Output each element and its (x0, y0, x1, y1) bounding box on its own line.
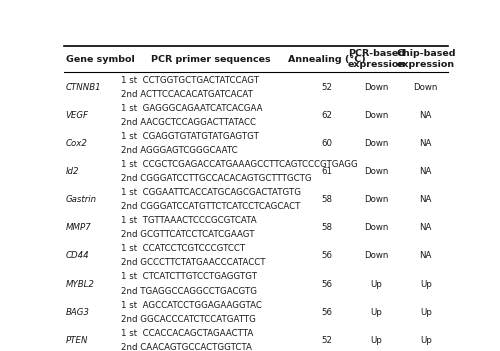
Text: 2nd CGGGATCCTTGCCACACAGTGCTTTGCTG: 2nd CGGGATCCTTGCCACACAGTGCTTTGCTG (120, 174, 311, 183)
Text: 1 st  GAGGGCAGAATCATCACGAA: 1 st GAGGGCAGAATCATCACGAA (120, 104, 262, 113)
Text: 56: 56 (322, 251, 332, 260)
Text: NA: NA (420, 195, 432, 204)
Text: 58: 58 (322, 195, 332, 204)
Text: 2nd AGGGAGTCGGGCAATC: 2nd AGGGAGTCGGGCAATC (120, 146, 238, 155)
Text: Down: Down (364, 251, 388, 260)
Text: 1 st  TGTTAAACTCCCGCGTCATA: 1 st TGTTAAACTCCCGCGTCATA (120, 216, 256, 225)
Text: 2nd AACGCTCCAGGACTTATACC: 2nd AACGCTCCAGGACTTATACC (120, 118, 256, 127)
Text: 52: 52 (322, 336, 332, 345)
Text: VEGF: VEGF (66, 111, 88, 120)
Text: Down: Down (414, 83, 438, 92)
Text: 62: 62 (322, 111, 332, 120)
Text: 1 st  CGAGGTGTATGTATGAGTGT: 1 st CGAGGTGTATGTATGAGTGT (120, 132, 258, 141)
Text: Gene symbol: Gene symbol (66, 54, 135, 64)
Text: Up: Up (420, 336, 432, 345)
Text: CTNNB1: CTNNB1 (66, 83, 101, 92)
Text: Annealing (°C): Annealing (°C) (288, 54, 366, 64)
Text: Up: Up (370, 307, 382, 317)
Text: 2nd GCCCTTCTATGAACCCATACCT: 2nd GCCCTTCTATGAACCCATACCT (120, 258, 265, 267)
Text: 60: 60 (322, 139, 332, 148)
Text: 1 st  CCATCCTCGTCCCGTCCT: 1 st CCATCCTCGTCCCGTCCT (120, 244, 245, 253)
Text: Down: Down (364, 195, 388, 204)
Text: 1 st  CCTGGTGCTGACTATCCAGT: 1 st CCTGGTGCTGACTATCCAGT (120, 76, 258, 85)
Text: NA: NA (420, 139, 432, 148)
Text: 2nd CGGGATCCATGTTCTCATCCTCAGCACT: 2nd CGGGATCCATGTTCTCATCCTCAGCACT (120, 202, 300, 211)
Text: CD44: CD44 (66, 251, 89, 260)
Text: NA: NA (420, 223, 432, 232)
Text: 56: 56 (322, 279, 332, 289)
Text: Chip-based
expression: Chip-based expression (396, 49, 456, 69)
Text: Cox2: Cox2 (66, 139, 88, 148)
Text: MMP7: MMP7 (66, 223, 92, 232)
Text: 2nd ACTTCCACACATGATCACAT: 2nd ACTTCCACACATGATCACAT (120, 90, 252, 99)
Text: 2nd CAACAGTGCCACTGGTCTA: 2nd CAACAGTGCCACTGGTCTA (120, 343, 252, 351)
Text: NA: NA (420, 111, 432, 120)
Text: Down: Down (364, 223, 388, 232)
Text: PCR-based
expression: PCR-based expression (348, 49, 406, 69)
Text: MYBL2: MYBL2 (66, 279, 94, 289)
Text: Down: Down (364, 111, 388, 120)
Text: 1 st  CTCATCTTGTCCTGAGGTGT: 1 st CTCATCTTGTCCTGAGGTGT (120, 272, 256, 282)
Text: 56: 56 (322, 307, 332, 317)
Text: 61: 61 (322, 167, 332, 176)
Text: Up: Up (420, 307, 432, 317)
Text: Down: Down (364, 139, 388, 148)
Text: PTEN: PTEN (66, 336, 88, 345)
Text: 52: 52 (322, 83, 332, 92)
Text: 1 st  CCACCACAGCTAGAACTTA: 1 st CCACCACAGCTAGAACTTA (120, 329, 253, 338)
Text: PCR primer sequences: PCR primer sequences (151, 54, 270, 64)
Text: 1 st  CCGCTCGAGACCATGAAAGCCTTCAGTCCCGTGAGG: 1 st CCGCTCGAGACCATGAAAGCCTTCAGTCCCGTGAG… (120, 160, 358, 169)
Text: 2nd TGAGGCCAGGCCTGACGTG: 2nd TGAGGCCAGGCCTGACGTG (120, 286, 256, 296)
Text: 2nd GCGTTCATCCTCATCGAAGT: 2nd GCGTTCATCCTCATCGAAGT (120, 230, 254, 239)
Text: Down: Down (364, 83, 388, 92)
Text: Up: Up (420, 279, 432, 289)
Text: NA: NA (420, 251, 432, 260)
Text: 1 st  CGGAATTCACCATGCAGCGACTATGTG: 1 st CGGAATTCACCATGCAGCGACTATGTG (120, 188, 300, 197)
Text: 2nd GGCACCCATCTCCATGATTG: 2nd GGCACCCATCTCCATGATTG (120, 314, 256, 324)
Text: Id2: Id2 (66, 167, 79, 176)
Text: BAG3: BAG3 (66, 307, 90, 317)
Text: Gastrin: Gastrin (66, 195, 96, 204)
Text: Up: Up (370, 336, 382, 345)
Text: NA: NA (420, 167, 432, 176)
Text: Up: Up (370, 279, 382, 289)
Text: 1 st  AGCCATCCTGGAGAAGGTAC: 1 st AGCCATCCTGGAGAAGGTAC (120, 300, 262, 310)
Text: Down: Down (364, 167, 388, 176)
Text: 58: 58 (322, 223, 332, 232)
